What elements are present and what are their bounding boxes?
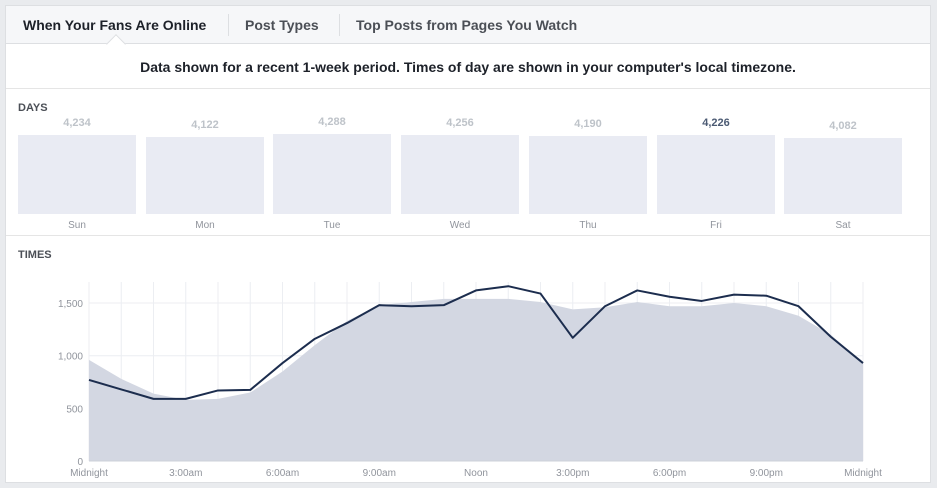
day-value-sun: 4,234 <box>63 117 91 129</box>
day-value-mon: 4,122 <box>191 119 219 131</box>
insights-tab-bar: When Your Fans Are Online Post Types Top… <box>6 6 930 54</box>
times-area-chart: 0 500 1,000 1,500 Midnight 3:00am 6:00am 9:00am… <box>58 282 882 479</box>
day-bar-sun[interactable] <box>18 135 136 214</box>
x-tick-label: Noon <box>464 468 488 479</box>
tab-when-fans-online[interactable]: When Your Fans Are Online <box>23 17 207 33</box>
y-tick-label: 0 <box>77 457 83 468</box>
day-value-thu: 4,190 <box>574 118 602 130</box>
day-bar-fri[interactable] <box>657 135 775 214</box>
days-section-label: DAYS <box>18 102 48 114</box>
day-bar-tue[interactable] <box>273 134 391 214</box>
tab-divider <box>339 14 340 36</box>
day-label-wed: Wed <box>449 220 471 231</box>
selected-day-line-series <box>88 285 864 400</box>
tab-post-types[interactable]: Post Types <box>245 17 319 33</box>
day-label-thu: Thu <box>579 220 597 231</box>
x-tick-label: 6:00pm <box>653 468 686 479</box>
day-label-sun: Sun <box>68 220 86 231</box>
y-tick-label: 1,000 <box>58 352 83 363</box>
x-tick-label: 9:00am <box>363 468 396 479</box>
section-divider <box>6 235 930 236</box>
day-label-fri: Fri <box>710 220 722 231</box>
day-value-tue: 4,288 <box>318 116 346 128</box>
fans-online-panel: When Your Fans Are Online Post Types Top… <box>5 5 931 483</box>
day-label-mon: Mon <box>195 220 215 231</box>
day-bar-mon[interactable] <box>146 137 264 214</box>
times-section-label: TIMES <box>18 249 52 261</box>
x-tick-label: Midnight <box>70 468 108 479</box>
day-label-sat: Sat <box>835 220 851 231</box>
day-bar-sat[interactable] <box>784 138 902 214</box>
y-tick-label: 1,500 <box>58 299 83 310</box>
y-tick-label: 500 <box>66 404 83 415</box>
day-value-fri: 4,226 <box>702 117 730 129</box>
x-tick-label: 6:00am <box>266 468 299 479</box>
day-value-sat: 4,082 <box>829 120 857 132</box>
average-area-series <box>89 298 863 461</box>
day-bar-wed[interactable] <box>401 135 519 214</box>
x-tick-label: 3:00pm <box>556 468 589 479</box>
day-label-tue: Tue <box>323 220 341 231</box>
x-tick-label: 3:00am <box>169 468 202 479</box>
tab-top-posts[interactable]: Top Posts from Pages You Watch <box>356 17 578 33</box>
tab-divider <box>228 14 229 36</box>
x-tick-label: 9:00pm <box>750 468 783 479</box>
x-tick-label: Midnight <box>844 468 882 479</box>
day-value-wed: 4,256 <box>446 117 474 129</box>
day-bar-thu[interactable] <box>529 136 647 214</box>
timezone-notice: Data shown for a recent 1-week period. T… <box>6 45 930 89</box>
